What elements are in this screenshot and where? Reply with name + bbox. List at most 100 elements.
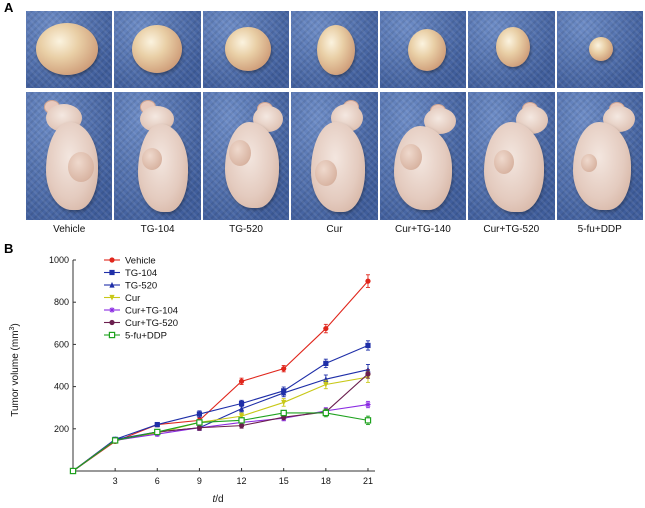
- data-point: [238, 423, 245, 429]
- panel-b-label: B: [4, 241, 14, 256]
- mouse-photo-tg520: [202, 92, 290, 220]
- series-line-6: [72, 412, 369, 472]
- data-point: [323, 381, 329, 388]
- legend-marker: [109, 281, 115, 288]
- tumor-specimen: [224, 27, 271, 71]
- x-tick-label: 9: [197, 476, 202, 486]
- legend-label: Vehicle: [125, 256, 156, 267]
- legend-label: TG-520: [125, 281, 157, 292]
- y-tick-label: 800: [54, 297, 69, 307]
- data-point: [365, 401, 371, 408]
- mouse-photo-cur: [291, 92, 378, 220]
- legend-marker-stroke: [109, 307, 115, 313]
- tumor-specimen: [36, 23, 98, 75]
- mouse-tumor: [315, 160, 338, 186]
- group-label-5fu-ddp: 5-fu+DDP: [577, 224, 622, 235]
- x-tick-label: 18: [321, 476, 331, 486]
- tumor-photo-cur-tg520: [468, 11, 555, 88]
- data-point: [238, 413, 245, 420]
- data-point: [154, 428, 161, 436]
- legend-marker: [109, 294, 115, 301]
- data-point: [281, 389, 287, 396]
- data-point: [69, 467, 77, 475]
- x-tick-label: 6: [155, 476, 160, 486]
- mouse-body: [484, 122, 545, 212]
- y-tick-label: 200: [54, 424, 69, 434]
- tumor-specimen: [407, 29, 446, 71]
- series-line-5: [72, 373, 369, 472]
- mouse-tumor: [580, 154, 597, 172]
- x-tick-label: 15: [279, 476, 289, 486]
- tumor-photo-tg520: [202, 11, 290, 88]
- mouse-photo-5fu-ddp: [556, 92, 643, 220]
- series-line-2: [72, 369, 369, 472]
- data-point: [196, 419, 203, 426]
- data-point: [323, 360, 329, 366]
- legend-marker: [109, 269, 115, 276]
- chart-axes: 3 6 9 12 15 18 21 200 400 600 800 1000: [49, 255, 375, 486]
- data-point: [280, 409, 287, 417]
- mouse-photo-row: [26, 92, 643, 220]
- series-line-3: [72, 376, 369, 472]
- panel-a-label: A: [4, 0, 14, 15]
- legend-marker: [108, 331, 116, 339]
- mouse-tumor: [228, 140, 251, 166]
- legend-label: TG-104: [125, 268, 157, 279]
- mouse-photo-cur-tg520: [468, 92, 555, 220]
- data-point: [364, 417, 372, 424]
- mouse-tumor: [494, 150, 515, 174]
- data-point: [196, 425, 203, 431]
- tumor-photo-cur: [291, 11, 378, 88]
- group-label-cur: Cur: [326, 224, 343, 235]
- tumor-photo-tg104: [114, 11, 201, 88]
- data-point: [154, 421, 160, 428]
- group-labels: Vehicle TG-104 TG-520 Cur Cur+TG-140 Cur…: [26, 224, 643, 238]
- tumor-photo-row: [26, 11, 643, 88]
- data-point: [322, 409, 330, 417]
- data-point: [238, 378, 245, 384]
- data-point: [365, 371, 371, 377]
- mouse-body: [393, 126, 452, 210]
- data-point-stroke: [365, 402, 371, 407]
- group-label-tg520: TG-520: [229, 224, 263, 235]
- tumor-photo-cur-tg140: [379, 11, 467, 88]
- legend-marker: [109, 307, 115, 313]
- tumor-photo-vehicle: [26, 11, 113, 88]
- data-point: [365, 278, 371, 284]
- tumor-photo-5fu-ddp: [556, 11, 643, 88]
- tumor-volume-chart: 3 6 9 12 15 18 21 200 400 600 800 1000 VehicleTG-10…: [9, 255, 375, 505]
- tumor-specimen: [588, 37, 613, 61]
- x-axis-label-t: t: [212, 494, 216, 505]
- mouse-photo-cur-tg140: [379, 92, 467, 220]
- legend-label: Cur: [125, 293, 140, 304]
- legend-marker: [109, 257, 115, 263]
- data-point: [281, 366, 287, 372]
- legend-label: 5-fu+DDP: [125, 331, 167, 342]
- tumor-specimen: [496, 27, 531, 67]
- mouse-tumor: [399, 144, 422, 170]
- group-label-cur-tg140: Cur+TG-140: [394, 224, 451, 235]
- data-point: [111, 437, 119, 444]
- mouse-body: [224, 122, 279, 208]
- y-axis-label: Tumor volume (mm3): [9, 323, 21, 417]
- data-point: [238, 417, 245, 424]
- x-axis-label: t/d: [212, 494, 223, 505]
- mouse-photo-tg104: [114, 92, 201, 220]
- series-line-1: [72, 344, 369, 472]
- x-axis-label-unit: /d: [215, 494, 223, 505]
- legend-label: Cur+TG-520: [125, 318, 178, 329]
- x-tick-label: 3: [113, 476, 118, 486]
- mouse-tumor: [68, 152, 94, 182]
- y-axis-label-sup: 3: [9, 326, 16, 330]
- y-axis-label-close: ): [10, 323, 21, 326]
- group-label-vehicle: Vehicle: [53, 224, 86, 235]
- data-point: [365, 342, 371, 349]
- y-axis-label-main: Tumor volume (mm: [10, 330, 21, 416]
- data-point: [196, 411, 203, 417]
- mouse-tumor: [142, 148, 163, 170]
- y-tick-label: 1000: [49, 255, 69, 265]
- chart-series: [69, 274, 372, 475]
- y-tick-label: 600: [54, 339, 69, 349]
- y-tick-label: 400: [54, 382, 69, 392]
